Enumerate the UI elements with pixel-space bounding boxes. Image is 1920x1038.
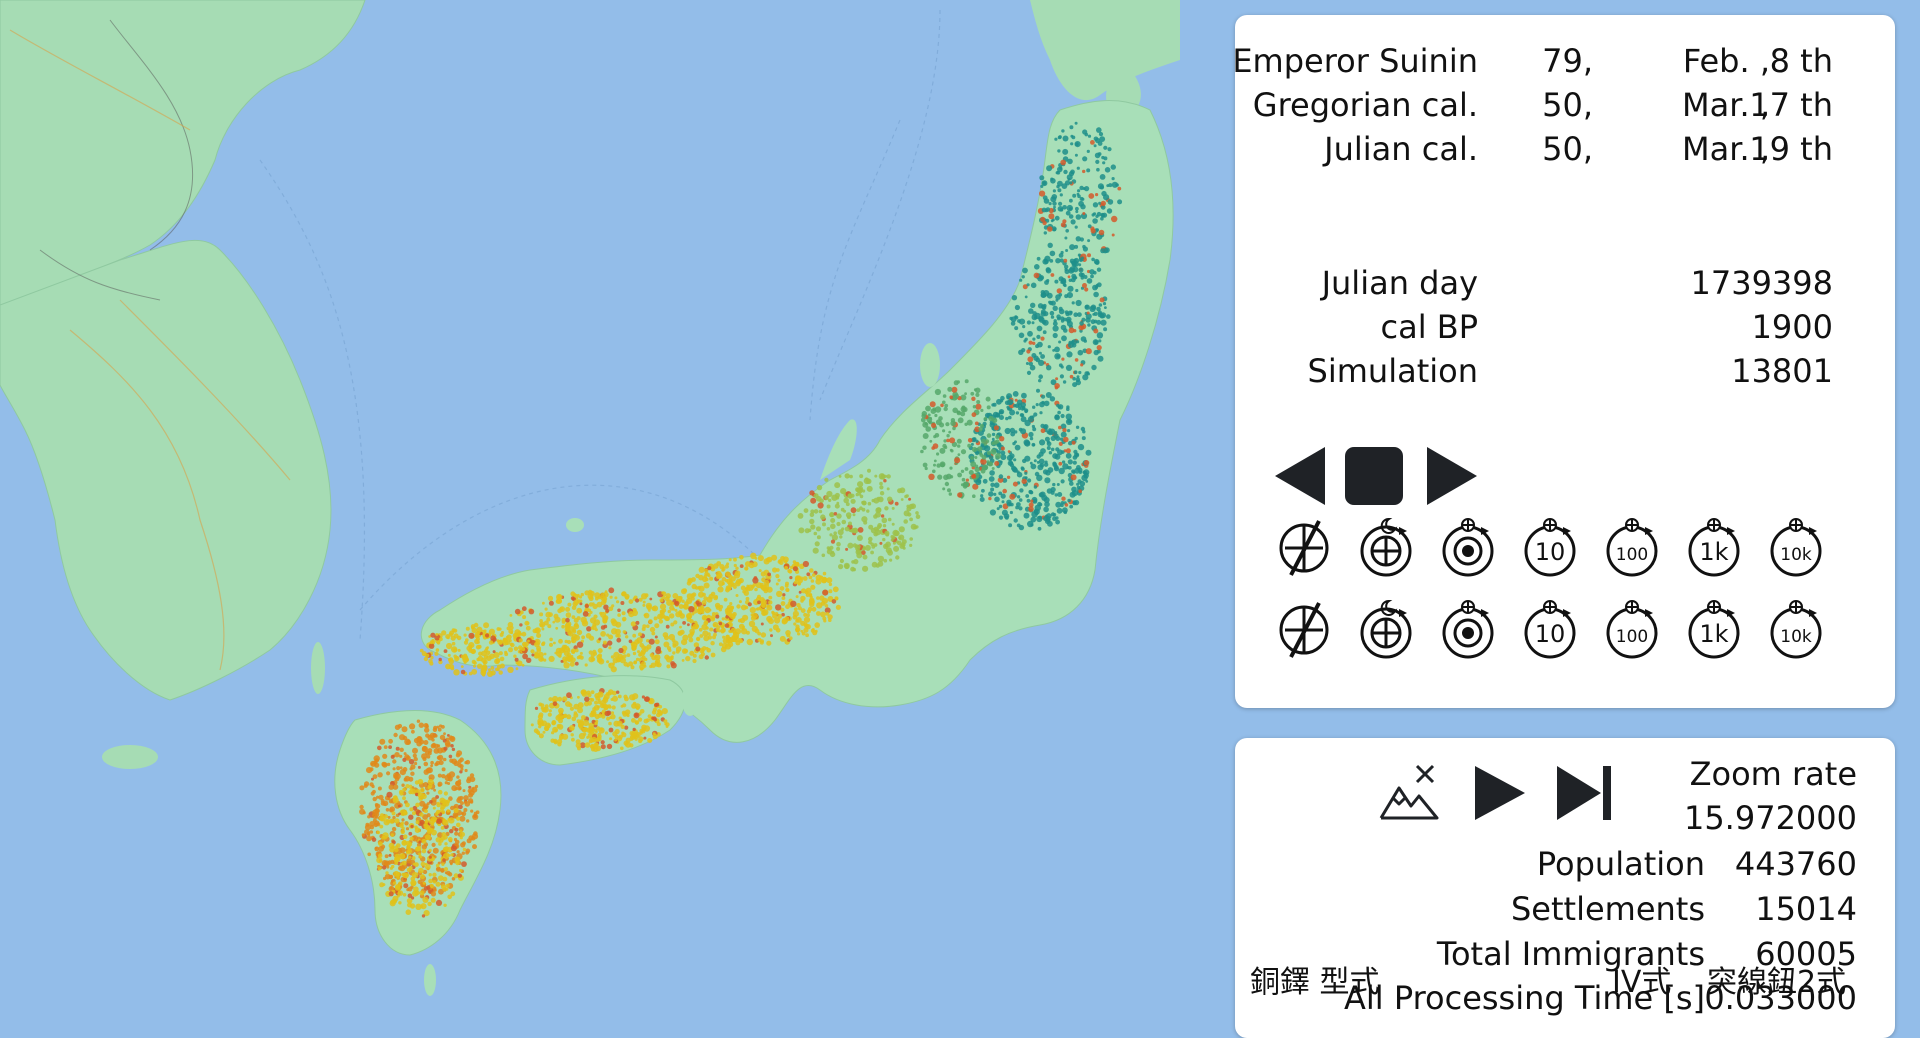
calendar-day: 19 th: [1749, 130, 1833, 168]
time-step-10k-button[interactable]: 10k: [1765, 517, 1827, 579]
calendar-panel: Emperor Suinin 79, Feb. ,8 th Gregorian cal…: [1232, 15, 1895, 708]
time-step-10k-button[interactable]: 10k: [1765, 599, 1827, 661]
time-step-none-icon: [1279, 602, 1329, 658]
hokkaido: [1030, 0, 1180, 101]
zoom-rate-value: 15.972000: [1683, 799, 1857, 837]
dotaku-type-label: 銅鐸 型式: [1250, 965, 1380, 1000]
time-step-10-button[interactable]: 10: [1519, 517, 1581, 579]
oki-islands: [566, 518, 584, 532]
processing-time-label: All Processing Time [s]: [1343, 979, 1705, 1017]
calendar-label: Gregorian cal.: [1252, 86, 1478, 124]
time-step-100-button[interactable]: 100: [1601, 599, 1663, 661]
time-step-moon-icon: [1360, 517, 1412, 577]
processing-time-value: 0.033000: [1704, 979, 1857, 1017]
calendar-year: 79,: [1542, 42, 1593, 80]
noto-peninsula: [820, 419, 857, 480]
counter-value: 1900: [1751, 308, 1833, 346]
skip-end-icon: [1557, 766, 1611, 820]
time-step-10k-icon: 10k: [1770, 600, 1822, 659]
calendar-label: Emperor Suinin: [1232, 42, 1478, 80]
time-step-moon-button[interactable]: [1355, 517, 1417, 579]
counter-value: 1739398: [1690, 264, 1833, 302]
counter-value: 13801: [1731, 352, 1833, 390]
tsushima-island: [311, 642, 325, 694]
svg-text:1k: 1k: [1699, 620, 1728, 648]
step-back-icon: [1275, 447, 1325, 505]
counter-label: Simulation: [1307, 352, 1478, 390]
time-step-target-icon: [1442, 600, 1494, 659]
calendar-month: Feb. ,: [1682, 42, 1770, 80]
svg-text:10k: 10k: [1780, 627, 1812, 647]
sado-island: [920, 343, 940, 387]
step-forward-icon: [1427, 447, 1477, 505]
time-step-100-icon: 100: [1606, 600, 1658, 659]
counter-label: Julian day: [1321, 264, 1478, 302]
calendar-month: Mar. ,: [1682, 130, 1770, 168]
svg-text:10k: 10k: [1780, 545, 1812, 565]
time-step-none-icon: [1279, 520, 1329, 576]
skip-end-button[interactable]: [1553, 762, 1617, 828]
settlements-value: 15014: [1755, 890, 1857, 928]
svg-text:10: 10: [1535, 538, 1566, 566]
time-step-1k-button[interactable]: 1k: [1683, 599, 1745, 661]
terrain-toggle-button[interactable]: [1377, 760, 1441, 828]
time-step-10-icon: 10: [1524, 600, 1576, 659]
total-immigrants-value: 60005: [1755, 935, 1857, 973]
awaji-island: [682, 684, 698, 716]
calendar-day: 17 th: [1749, 86, 1833, 124]
time-step-1k-icon: 1k: [1688, 518, 1740, 577]
population-value: 443760: [1734, 845, 1857, 883]
time-step-100-icon: 100: [1606, 518, 1658, 577]
stop-button[interactable]: [1343, 445, 1405, 511]
time-step-target-button[interactable]: [1437, 517, 1499, 579]
honshu: [420, 100, 1174, 743]
play-icon: [1475, 766, 1525, 820]
calendar-label: Julian cal.: [1324, 130, 1478, 168]
calendar-year: 50,: [1542, 86, 1593, 124]
time-step-target-button[interactable]: [1437, 599, 1499, 661]
svg-text:100: 100: [1616, 627, 1648, 647]
time-step-10k-icon: 10k: [1770, 518, 1822, 577]
time-step-moon-icon: [1360, 599, 1412, 659]
counter-label: cal BP: [1380, 308, 1478, 346]
stats-panel: Zoom rate 15.972000 Population 443760 Se…: [1235, 738, 1895, 1038]
tanegashima: [424, 964, 436, 996]
svg-text:10: 10: [1535, 620, 1566, 648]
time-step-1k-icon: 1k: [1688, 600, 1740, 659]
time-step-10-icon: 10: [1524, 518, 1576, 577]
step-back-button[interactable]: [1271, 443, 1329, 513]
zoom-rate-label: Zoom rate: [1689, 755, 1857, 793]
population-label: Population: [1536, 845, 1705, 883]
time-step-none-button[interactable]: [1273, 599, 1335, 661]
terrain-toggle-icon: [1379, 764, 1439, 820]
dotaku-subtype-value: 突線鈕2式: [1707, 965, 1847, 1000]
step-forward-button[interactable]: [1423, 443, 1481, 513]
stop-icon: [1345, 447, 1403, 505]
korean-peninsula: [0, 239, 332, 701]
time-step-1k-button[interactable]: 1k: [1683, 517, 1745, 579]
time-step-none-button[interactable]: [1273, 517, 1335, 579]
time-step-100-button[interactable]: 100: [1601, 517, 1663, 579]
dotaku-type-value: IV式: [1612, 965, 1672, 1000]
time-step-moon-button[interactable]: [1355, 599, 1417, 661]
svg-text:100: 100: [1616, 545, 1648, 565]
calendar-month: Mar. ,: [1682, 86, 1770, 124]
jeju-island: [102, 745, 158, 769]
settlement-dots: [359, 121, 1123, 918]
svg-text:1k: 1k: [1699, 538, 1728, 566]
play-button[interactable]: [1469, 762, 1529, 828]
time-step-10-button[interactable]: 10: [1519, 599, 1581, 661]
time-step-target-icon: [1442, 518, 1494, 577]
calendar-year: 50,: [1542, 130, 1593, 168]
settlements-label: Settlements: [1510, 890, 1705, 928]
total-immigrants-label: Total Immigrants: [1436, 935, 1705, 973]
calendar-day: 8 th: [1769, 42, 1833, 80]
